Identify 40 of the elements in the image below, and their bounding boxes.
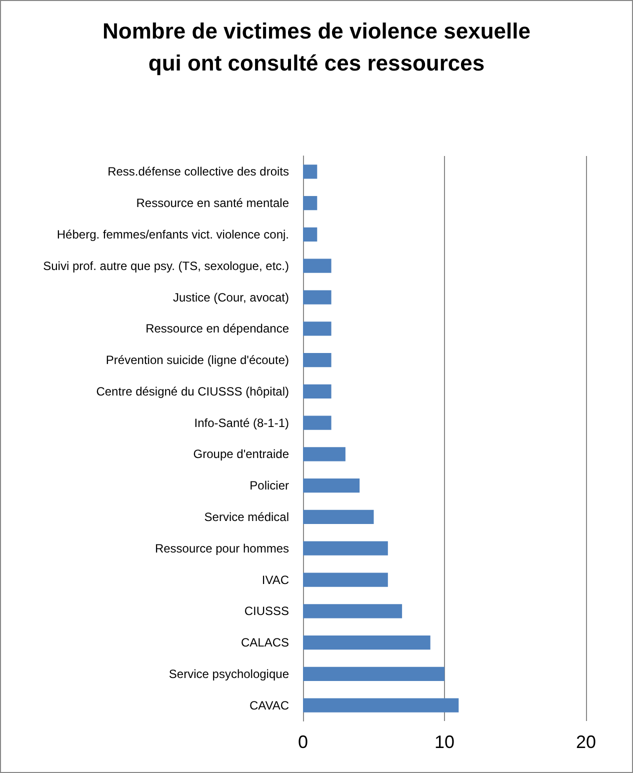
bar: [303, 478, 360, 493]
bar: [303, 322, 332, 336]
bar: [303, 196, 318, 210]
bar: [303, 290, 332, 304]
y-tick-label: Groupe d'entraide: [193, 447, 290, 462]
y-tick-label: Centre désigné du CIUSSS (hôpital): [96, 384, 289, 398]
bar: [303, 352, 332, 368]
y-tick-label: IVAC: [262, 572, 290, 587]
bar: [303, 416, 332, 430]
bar: [303, 572, 388, 587]
bar: [303, 541, 388, 556]
bar: [303, 698, 459, 712]
y-tick-label: CALACS: [240, 636, 289, 650]
bar: [303, 635, 430, 650]
y-tick-label: Ress.défense collective des droits: [108, 164, 289, 179]
bar: [303, 164, 318, 179]
y-tick-label: Policier: [250, 478, 289, 493]
y-tick-label: CAVAC: [249, 698, 290, 712]
y-tick-label: Ressource en santé mentale: [136, 196, 290, 210]
y-tick-label: Suivi prof. autre que psy. (TS, sexologue, etc.): [43, 258, 289, 273]
y-tick-label: Service médical: [204, 510, 289, 524]
bar: [303, 258, 332, 273]
y-tick-label: Ressource pour hommes: [154, 541, 289, 556]
bar: [303, 227, 318, 242]
y-tick-label: Info-Santé (8-1-1): [194, 416, 289, 430]
y-tick-label: Prévention suicide (ligne d'écoute): [106, 353, 289, 368]
x-tick-label: 10: [434, 732, 455, 752]
bar: [303, 447, 346, 462]
y-tick-label: Justice (Cour, avocat): [172, 290, 289, 304]
bar: [303, 604, 402, 618]
x-tick-label: 0: [298, 732, 308, 752]
chart-title: Nombre de victimes de violence sexuelle qui ont consulté ces ressources: [102, 18, 530, 76]
bar: [303, 510, 374, 524]
bar: [303, 666, 444, 681]
y-tick-label: Ressource en dépendance: [146, 322, 290, 336]
y-tick-label: Héberg. femmes/enfants vict. violence conj.: [56, 227, 289, 242]
bar: [303, 384, 332, 398]
x-tick-label: 20: [576, 732, 596, 752]
y-tick-label: CIUSSS: [244, 604, 289, 618]
y-tick-label: Service psychologique: [168, 666, 290, 681]
